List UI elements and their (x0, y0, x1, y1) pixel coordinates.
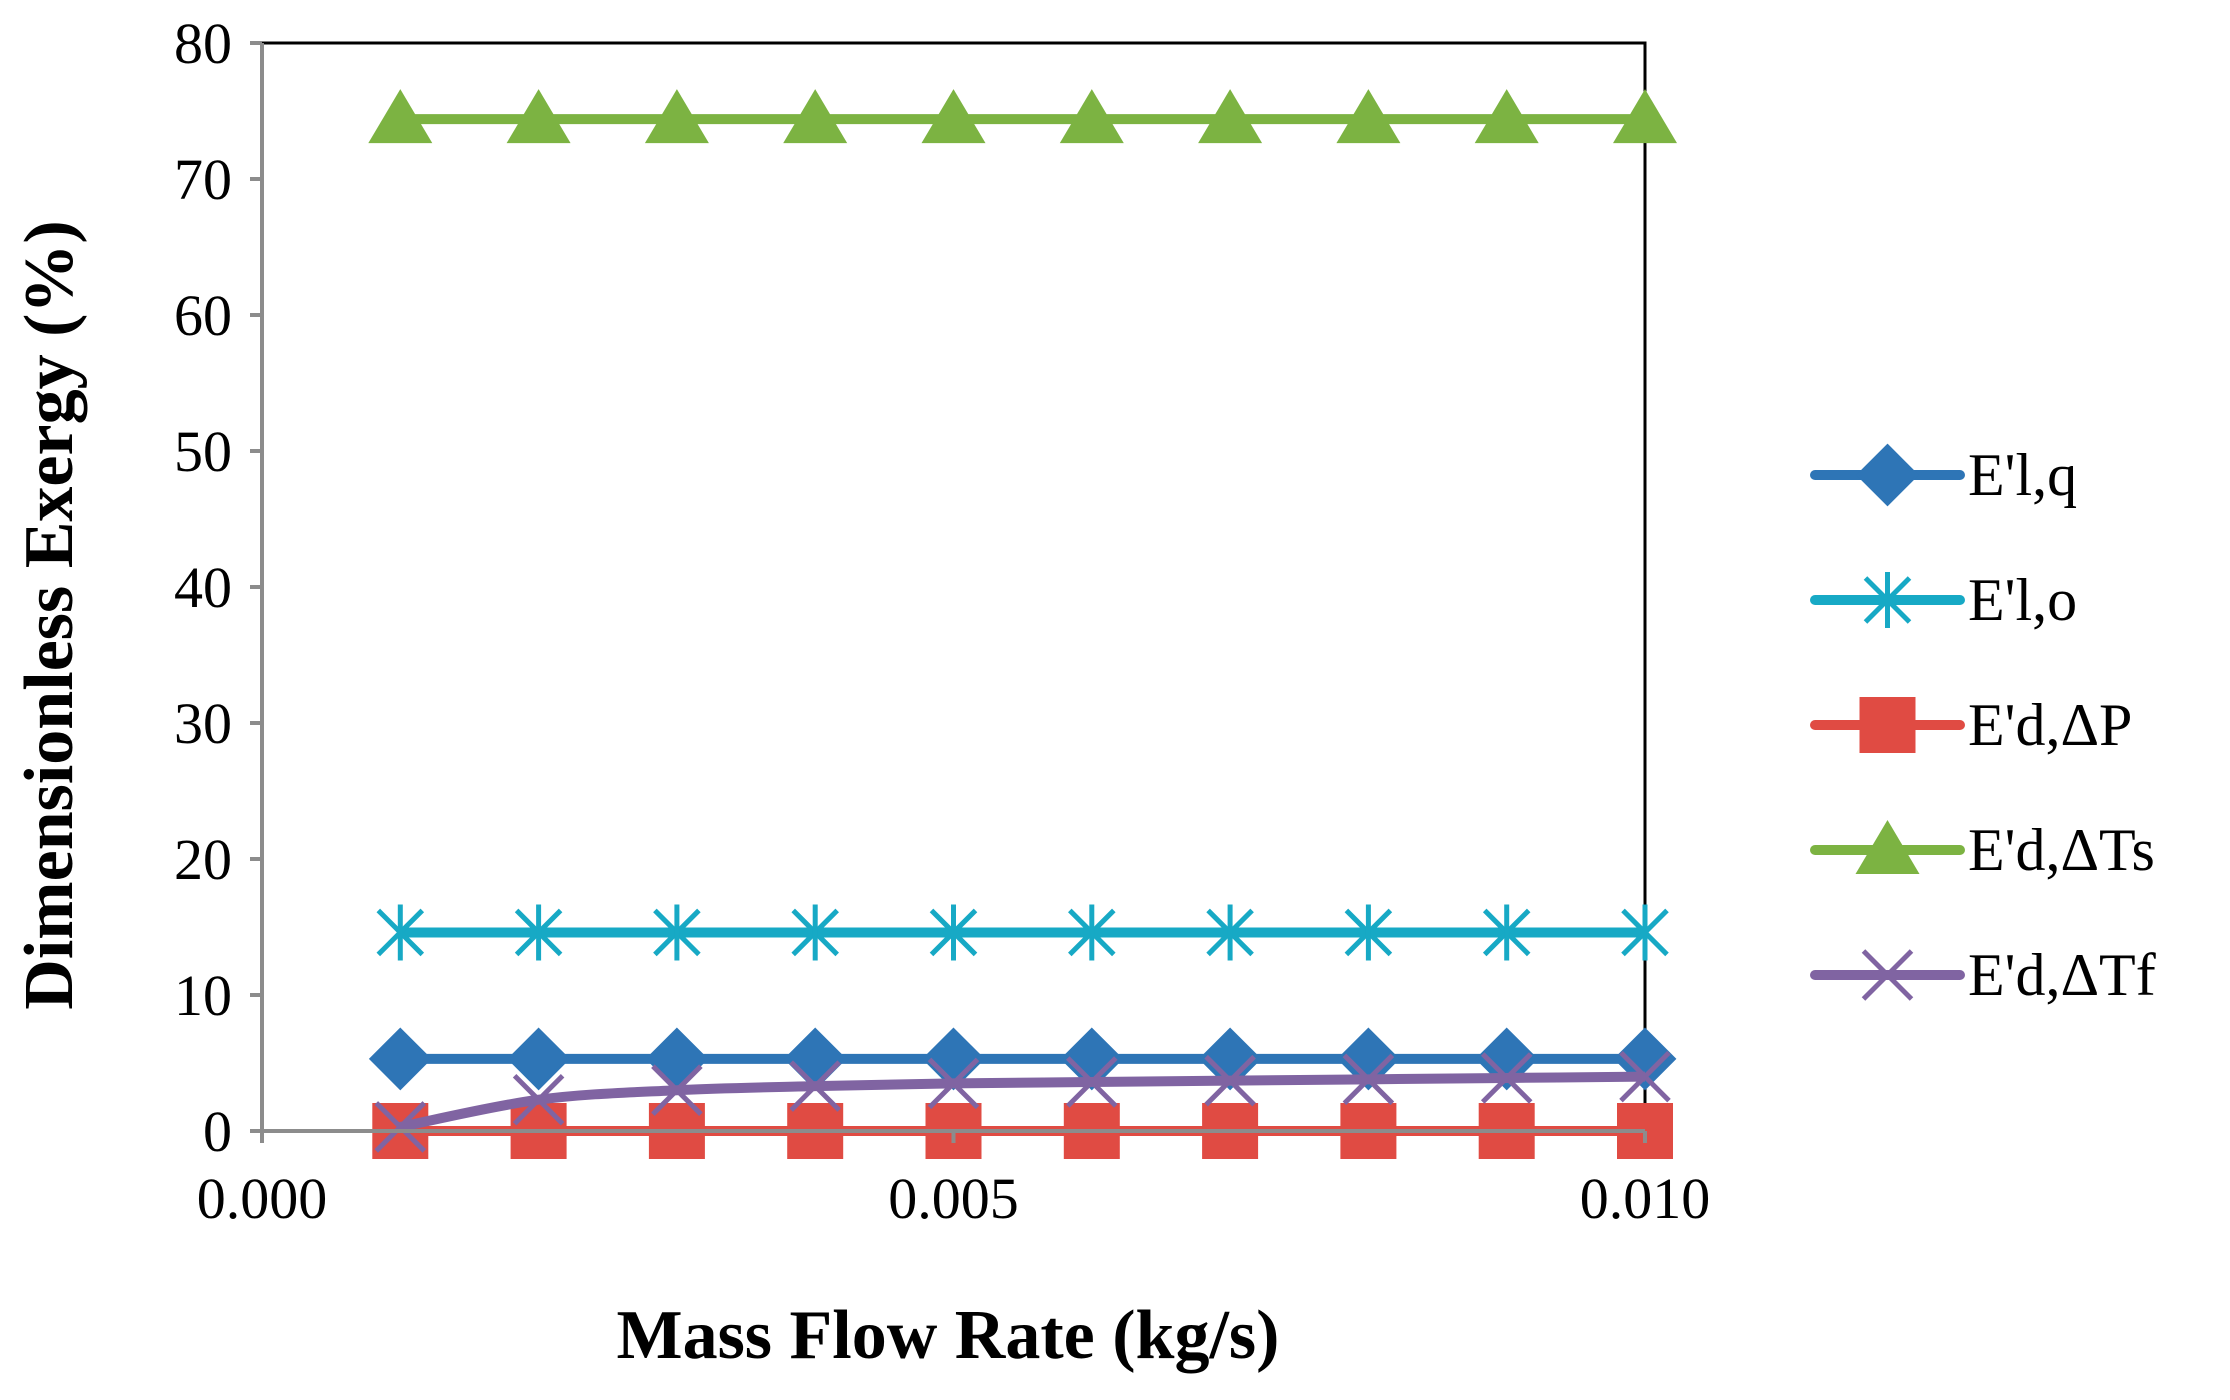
data-point (783, 1027, 847, 1091)
plot-frame (260, 41, 1647, 1133)
y-tick-label: 80 (174, 11, 232, 76)
marker-stroke (1619, 1050, 1671, 1103)
data-point (927, 1057, 980, 1110)
data-point (929, 904, 978, 961)
data-point (1342, 1053, 1395, 1106)
data-point (1204, 1054, 1256, 1107)
legend-label: E'd,ΔTs (1968, 817, 2155, 883)
plot-border (260, 41, 1647, 1133)
x-axis-title: Mass Flow Rate (kg/s) (617, 1297, 1280, 1374)
legend-label: E'l,o (1968, 567, 2077, 633)
x-tick-label: 0.010 (1580, 1166, 1711, 1231)
x-tick-label: 0.000 (197, 1166, 328, 1231)
data-point (791, 904, 839, 961)
data-point (651, 1064, 703, 1116)
y-tick-label: 70 (174, 147, 232, 212)
y-tick-label: 40 (174, 555, 232, 620)
data-point (789, 1060, 841, 1112)
data-point (644, 89, 709, 144)
data-point (1198, 89, 1263, 144)
data-point (1619, 1050, 1671, 1103)
legend-label: E'l,q (1968, 442, 2077, 508)
marker-stroke (1066, 1056, 1118, 1108)
data-point (783, 89, 848, 144)
legend: E'l,q E'l,o E'd,ΔP E'd,ΔTs E'd,ΔTf (1810, 442, 2156, 1008)
legend-marker (1855, 820, 1920, 874)
data-point (1068, 904, 1116, 961)
legend-marker (1856, 443, 1919, 507)
series-2 (376, 904, 1669, 961)
data-point (376, 904, 425, 961)
y-tick-label: 30 (174, 691, 232, 756)
legend-label: E'd,ΔP (1968, 692, 2132, 758)
data-point (514, 904, 563, 961)
series-4 (368, 89, 1677, 144)
legend-label: E'd,ΔTf (1968, 942, 2156, 1008)
data-point (1621, 904, 1669, 961)
legend-item: E'd,ΔP (1810, 692, 2132, 758)
data-point (1060, 1027, 1124, 1091)
marker-stroke (789, 1060, 841, 1112)
legend-marker (1861, 949, 1914, 1001)
marker-stroke (1480, 1052, 1533, 1104)
y-tick-label: 10 (174, 963, 232, 1028)
legend-marker (1859, 697, 1916, 753)
legend-item: E'd,ΔTf (1810, 942, 2156, 1008)
data-point (1336, 1027, 1400, 1091)
axes-layer: 0 10 20 30 40 50 60 70 80 0.000 0.005 0.010 (174, 11, 1710, 1231)
x-tick-label: 0.005 (888, 1166, 1019, 1231)
legend-marker (1863, 572, 1912, 628)
data-point (1059, 89, 1124, 144)
data-point (1613, 89, 1677, 144)
data-point (1336, 89, 1401, 144)
data-point (512, 1073, 565, 1126)
marker-stroke (1204, 1054, 1256, 1107)
marker-stroke (512, 1073, 565, 1126)
marker-stroke (1342, 1053, 1395, 1106)
data-point (1482, 904, 1531, 961)
data-point (506, 89, 571, 144)
series-5 (374, 1050, 1671, 1153)
y-axis-title: Dimensionless Exergy (%) (11, 220, 88, 1009)
data-point (368, 1027, 432, 1091)
data-point (507, 1027, 571, 1091)
data-point (1198, 1027, 1262, 1091)
data-point (368, 89, 433, 144)
data-point (1474, 89, 1539, 144)
data-point (645, 1027, 709, 1091)
marker-stroke (374, 1101, 427, 1153)
data-point (1066, 1056, 1118, 1108)
y-tick-label: 20 (174, 827, 232, 892)
y-tick-label: 0 (203, 1099, 232, 1164)
data-point (1480, 1052, 1533, 1104)
data-point (1206, 904, 1254, 961)
data-point (374, 1101, 427, 1153)
marker-stroke (1861, 949, 1914, 1001)
y-tick-label: 60 (174, 283, 232, 348)
data-point (653, 904, 701, 961)
series-layer (368, 89, 1677, 1159)
marker-stroke (927, 1057, 980, 1110)
legend-item: E'l,o (1810, 567, 2077, 633)
marker-stroke (651, 1064, 703, 1116)
legend-item: E'l,q (1810, 442, 2077, 508)
data-point (922, 1027, 985, 1091)
y-tick-label: 50 (174, 419, 232, 484)
series-line (399, 1071, 1646, 1132)
data-point (1344, 904, 1393, 961)
legend-item: E'd,ΔTs (1810, 817, 2155, 883)
data-point (921, 89, 986, 144)
